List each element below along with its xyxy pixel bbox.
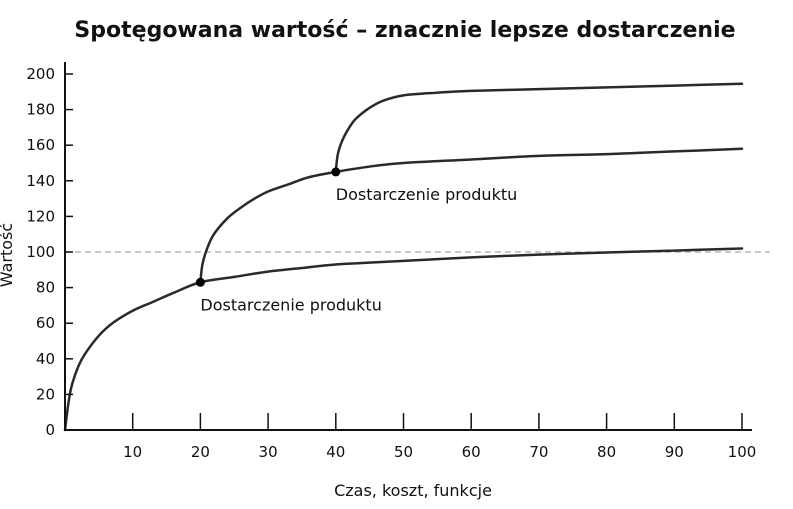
- series-line-3: [334, 82, 744, 174]
- x-tick-label: 60: [462, 443, 481, 461]
- points-layer: [195, 167, 341, 287]
- x-tick-label: 30: [259, 443, 278, 461]
- y-tick-label: 60: [36, 314, 55, 332]
- x-tick-label: 90: [665, 443, 684, 461]
- chart-title: Spotęgowana wartość – znacznie lepsze do…: [74, 18, 735, 43]
- delivery-annotation: Dostarczenie produktu: [336, 185, 517, 204]
- y-tick-label: 160: [26, 136, 55, 154]
- x-tick-label: 80: [597, 443, 616, 461]
- x-tick-label: 10: [123, 443, 142, 461]
- delivery-point: [195, 277, 205, 287]
- x-tick-label: 20: [191, 443, 210, 461]
- y-tick-label: 0: [45, 421, 55, 439]
- y-tick-label: 120: [26, 207, 55, 225]
- x-axis-title: Czas, koszt, funkcje: [334, 481, 492, 500]
- y-tick-label: 180: [26, 101, 55, 119]
- x-tick-label: 70: [529, 443, 548, 461]
- x-tick-label: 50: [394, 443, 413, 461]
- series-line-1: [63, 247, 744, 432]
- series-layer: [63, 82, 744, 432]
- y-tick-label: 80: [36, 279, 55, 297]
- y-tick-label: 140: [26, 172, 55, 190]
- delivery-point: [331, 167, 341, 177]
- y-tick-label: 40: [36, 350, 55, 368]
- y-tick-label: 100: [26, 243, 55, 261]
- series-line-2: [199, 147, 744, 284]
- y-tick-label: 200: [26, 65, 55, 83]
- annotation-layer: Dostarczenie produktu Dostarczenie produk…: [200, 185, 517, 314]
- x-tick-label: 40: [326, 443, 345, 461]
- y-tick-label: 20: [36, 385, 55, 403]
- axis-layer: 0 20 40 60 80 100 120 140 160 180 200 10 20 30 40 50 60 7…: [26, 62, 756, 461]
- x-tick-label: 100: [728, 443, 757, 461]
- y-axis-title: Wartość: [0, 223, 16, 287]
- delivery-annotation: Dostarczenie produktu: [200, 295, 381, 314]
